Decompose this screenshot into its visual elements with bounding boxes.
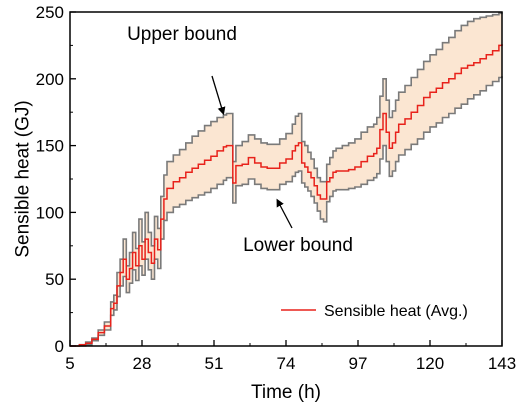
series-line-avg	[70, 44, 503, 347]
x-tick-label: 97	[349, 354, 368, 373]
axis-ticks: 5 28 51 74 97 120 143 0 50 100 150 200 250	[36, 3, 517, 373]
x-tick-label: 51	[205, 354, 224, 373]
x-axis-title: Time (h)	[251, 382, 321, 403]
series-lines	[70, 12, 503, 347]
arrow-upper-bound	[211, 75, 226, 116]
y-tick-label: 50	[45, 270, 64, 289]
annotation-upper-bound: Upper bound	[127, 24, 237, 45]
band-fill	[70, 12, 502, 346]
legend: Sensible heat (Avg.)	[281, 303, 468, 320]
x-tick-label: 74	[277, 354, 296, 373]
y-tick-label: 100	[36, 203, 64, 222]
y-axis-title: Sensible heat (GJ)	[13, 100, 34, 257]
annotation-lower-bound: Lower bound	[243, 235, 353, 256]
uncertainty-band	[70, 12, 502, 346]
series-line-lower-bound	[70, 76, 503, 347]
y-tick-label: 250	[36, 3, 64, 22]
series-line-upper-bound	[70, 12, 503, 347]
annotations: Upper bound Lower bound	[127, 24, 353, 256]
y-tick-label: 200	[36, 70, 64, 89]
y-tick-label: 150	[36, 137, 64, 156]
legend-label-avg: Sensible heat (Avg.)	[324, 303, 468, 320]
x-tick-label: 143	[488, 354, 516, 373]
arrow-lower-bound	[276, 198, 293, 229]
x-tick-label: 120	[416, 354, 444, 373]
x-tick-label: 5	[65, 354, 74, 373]
y-tick-label: 0	[55, 337, 64, 356]
x-tick-label: 28	[133, 354, 152, 373]
